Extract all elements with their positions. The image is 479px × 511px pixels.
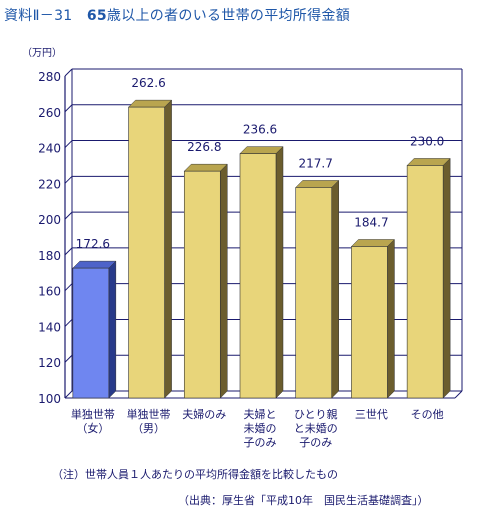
y-tick-label: 240 — [38, 142, 61, 156]
gridline-connector — [64, 354, 73, 363]
bar-top — [183, 163, 228, 172]
y-tick-label: 280 — [38, 70, 61, 84]
gridline-connector — [64, 175, 73, 184]
bar-chart: 100 120 140 160 180 200 220 240 260 280 172.6 単独世帯… — [22, 47, 463, 449]
y-tick-label: 100 — [38, 392, 61, 406]
bar — [183, 163, 228, 399]
axis-layer: 100 120 140 160 180 200 220 240 260 280 — [38, 70, 463, 406]
bar-side — [108, 260, 117, 399]
y-tick-label: 120 — [38, 356, 61, 370]
bar — [295, 179, 340, 399]
source-citation: （出典：厚生省「平成10年 国民生活基礎調査」） — [178, 494, 429, 507]
data-label: 184.7 — [354, 215, 388, 229]
data-label: 236.6 — [243, 123, 277, 137]
bar-top — [72, 260, 117, 269]
bar-side — [275, 146, 284, 399]
bar-front — [239, 153, 277, 399]
gridline-connector — [64, 283, 73, 292]
y-axis-unit-label: （万円） — [22, 47, 62, 59]
y-tick-label: 260 — [38, 106, 61, 120]
bar — [127, 99, 173, 399]
bar-top — [295, 180, 340, 188]
data-label: 172.6 — [76, 237, 110, 251]
bar-side — [164, 99, 172, 399]
gridline-connector — [64, 68, 73, 77]
gridline-connector — [64, 247, 73, 256]
bar-front — [351, 246, 388, 399]
bar-top — [127, 99, 173, 108]
bar — [350, 238, 396, 399]
bar-top — [239, 146, 284, 154]
data-label: 262.6 — [131, 76, 165, 90]
bar — [406, 157, 451, 399]
bar-layer — [72, 99, 451, 399]
y-tick-label: 160 — [38, 285, 61, 299]
data-label: 217.7 — [299, 156, 333, 170]
footnote: （注）世帯人員１人あたりの平均所得金額を比較したもの — [52, 468, 338, 481]
bar-side — [220, 163, 228, 399]
x-category-label: ひとり親と未婚の子のみ — [294, 408, 338, 449]
floor-edge — [454, 390, 463, 399]
bar-side — [442, 157, 451, 399]
bar — [72, 260, 117, 399]
x-category-label: 夫婦と未婚の子のみ — [244, 407, 277, 449]
x-category-label: 単独世帯（男） — [127, 407, 171, 435]
x-category-label: 夫婦のみ — [182, 407, 226, 421]
x-category-label: その他 — [411, 408, 444, 421]
data-label: 230.0 — [410, 134, 444, 148]
bar — [239, 146, 284, 399]
y-tick-label: 180 — [38, 249, 61, 263]
bar-front — [406, 165, 444, 399]
bar-front — [183, 170, 221, 399]
gridline-connector — [64, 390, 73, 399]
gridline-connector — [64, 211, 73, 220]
y-tick-label: 200 — [38, 213, 61, 227]
bar-top — [406, 158, 451, 166]
page-title: 資料Ⅱ－31 65歳以上の者のいる世帯の平均所得金額 — [4, 8, 351, 24]
bar-side — [331, 179, 339, 399]
bar-front — [128, 106, 165, 399]
x-category-label: 単独世帯（女） — [71, 407, 115, 435]
y-tick-label: 220 — [38, 177, 61, 191]
gridline-connector — [64, 104, 73, 113]
bar-front — [72, 267, 110, 399]
y-tick-label: 140 — [38, 320, 61, 334]
bar-top — [350, 239, 396, 247]
bar-front — [295, 187, 333, 399]
label-layer: 172.6 単独世帯（女） 262.6 単独世帯（男） 226.8 夫婦のみ 236.6 夫婦… — [71, 76, 444, 449]
bar-side — [387, 238, 395, 399]
gridline-connector — [64, 319, 73, 327]
gridline-connector — [64, 140, 73, 148]
data-label: 226.8 — [187, 140, 221, 154]
x-category-label: 三世代 — [355, 408, 388, 421]
